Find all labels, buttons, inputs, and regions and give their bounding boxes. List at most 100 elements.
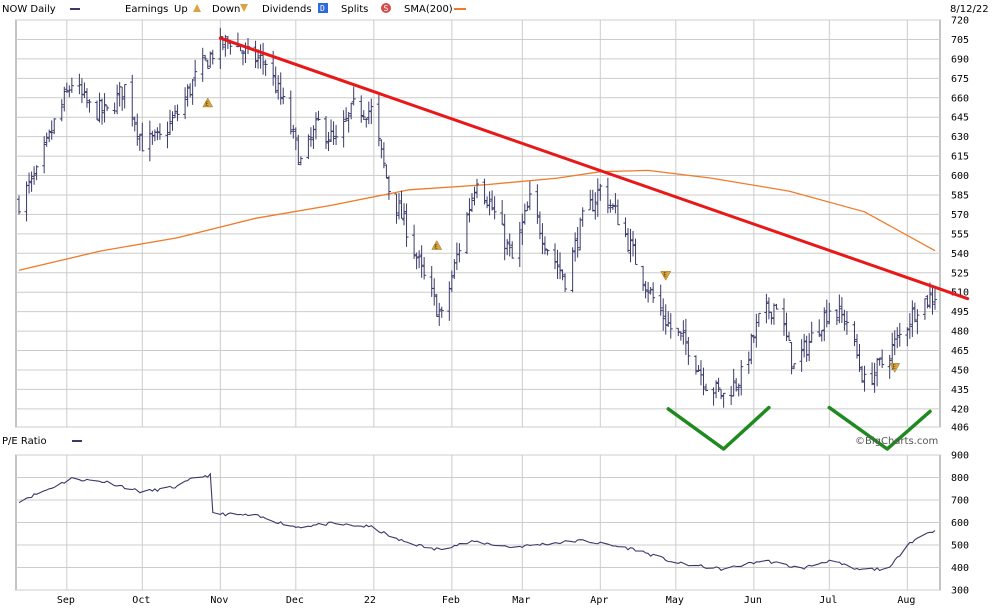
- price-bar: [854, 333, 859, 359]
- sma-line: [18, 169, 936, 271]
- price-bar: [263, 59, 268, 76]
- price-y-tick: 705: [951, 35, 969, 46]
- x-tick-label: Mar: [512, 595, 530, 606]
- price-bar: [683, 318, 688, 355]
- price-bar: [782, 298, 787, 336]
- price-y-tick: 675: [951, 74, 969, 85]
- price-bar: [746, 351, 751, 374]
- price-bar: [288, 90, 293, 135]
- earnings-label: Earnings: [125, 4, 168, 15]
- price-bar: [824, 299, 829, 328]
- price-bar: [651, 282, 656, 303]
- x-tick-label: Jul: [819, 595, 837, 606]
- price-bar: [625, 228, 630, 253]
- price-bar: [641, 265, 646, 291]
- price-bar: [739, 360, 744, 396]
- price-bar: [412, 224, 417, 259]
- price-bar: [95, 100, 100, 121]
- price-bar: [278, 72, 283, 105]
- price-bar: [520, 213, 525, 245]
- price-bar: [535, 184, 540, 224]
- price-bar: [661, 298, 666, 331]
- price-bar: [334, 124, 339, 145]
- price-bar: [386, 175, 391, 200]
- price-bar: [296, 134, 301, 166]
- price-bar: [872, 362, 877, 393]
- x-tick-label: Jun: [744, 595, 762, 606]
- price-bar: [344, 107, 349, 122]
- price-bar: [545, 249, 550, 256]
- price-y-tick: 570: [951, 210, 969, 221]
- price-bar: [434, 293, 439, 317]
- earnings-up-label: Up: [174, 4, 188, 15]
- x-tick-label: 22: [364, 595, 376, 606]
- pe-title: P/E Ratio: [2, 436, 47, 447]
- price-bar: [366, 101, 371, 125]
- earnings-up-marker: E: [202, 97, 214, 108]
- price-bar: [64, 82, 69, 93]
- price-bar: [784, 312, 789, 342]
- price-bar: [102, 93, 107, 123]
- price-bar: [542, 236, 547, 255]
- price-bar: [308, 127, 313, 147]
- price-bar: [570, 247, 575, 293]
- chart-legend: NOW Daily Earnings Up Down Dividends D S…: [2, 3, 989, 15]
- price-bar: [646, 281, 651, 303]
- price-bar: [887, 354, 892, 379]
- price-bar: [714, 380, 719, 399]
- price-bar: [764, 293, 769, 324]
- price-y-axis: 720 705 690 675 660 645 630 615 600 585 570 555 540 5…: [951, 16, 969, 434]
- price-bar: [701, 367, 706, 396]
- price-bar: [120, 86, 125, 111]
- price-bar: [593, 192, 598, 220]
- price-bar: [281, 87, 286, 105]
- price-bar: [130, 74, 135, 127]
- x-tick-label: Aug: [897, 595, 915, 606]
- price-bar: [331, 121, 336, 145]
- price-bar: [915, 309, 920, 335]
- price-bar: [437, 302, 442, 326]
- price-bar: [396, 193, 401, 220]
- price-y-tick: 450: [951, 365, 969, 376]
- price-bar: [351, 86, 356, 106]
- price-bar: [82, 82, 87, 99]
- price-bar: [349, 102, 354, 120]
- price-bar: [59, 99, 64, 122]
- price-bar: [875, 357, 880, 387]
- dividends-icon: [318, 3, 328, 13]
- price-bar: [472, 186, 477, 206]
- earnings-up-marker: E: [431, 240, 443, 251]
- pe-ratio-line: [18, 472, 936, 572]
- price-bar: [834, 309, 839, 325]
- price-bar: [417, 250, 422, 269]
- earnings-marker-label: E: [663, 271, 667, 278]
- price-bar: [615, 199, 620, 226]
- price-bar: [346, 111, 351, 133]
- price-bar: [183, 87, 188, 120]
- price-bar: [505, 239, 510, 256]
- price-bar: [510, 241, 515, 259]
- price-y-tick: 555: [951, 229, 969, 240]
- price-bar: [605, 177, 610, 214]
- price-bar: [912, 302, 917, 323]
- price-bar: [895, 327, 900, 349]
- price-bar: [721, 392, 726, 408]
- price-bar: [704, 383, 708, 392]
- price-bar: [157, 123, 162, 140]
- price-bar: [261, 42, 266, 75]
- price-bar: [628, 228, 633, 263]
- price-bar: [842, 309, 847, 331]
- price-bar: [208, 51, 213, 68]
- sma-layer: [18, 169, 936, 271]
- price-bar: [326, 131, 331, 152]
- price-bar: [137, 133, 142, 151]
- price-bar: [608, 199, 613, 213]
- price-bar: [105, 105, 110, 112]
- price-bar: [731, 368, 736, 397]
- price-bar: [787, 331, 792, 341]
- price-bar: [575, 227, 580, 258]
- price-bar: [69, 77, 74, 93]
- price-bar: [449, 270, 454, 293]
- price-y-tick: 435: [951, 385, 969, 396]
